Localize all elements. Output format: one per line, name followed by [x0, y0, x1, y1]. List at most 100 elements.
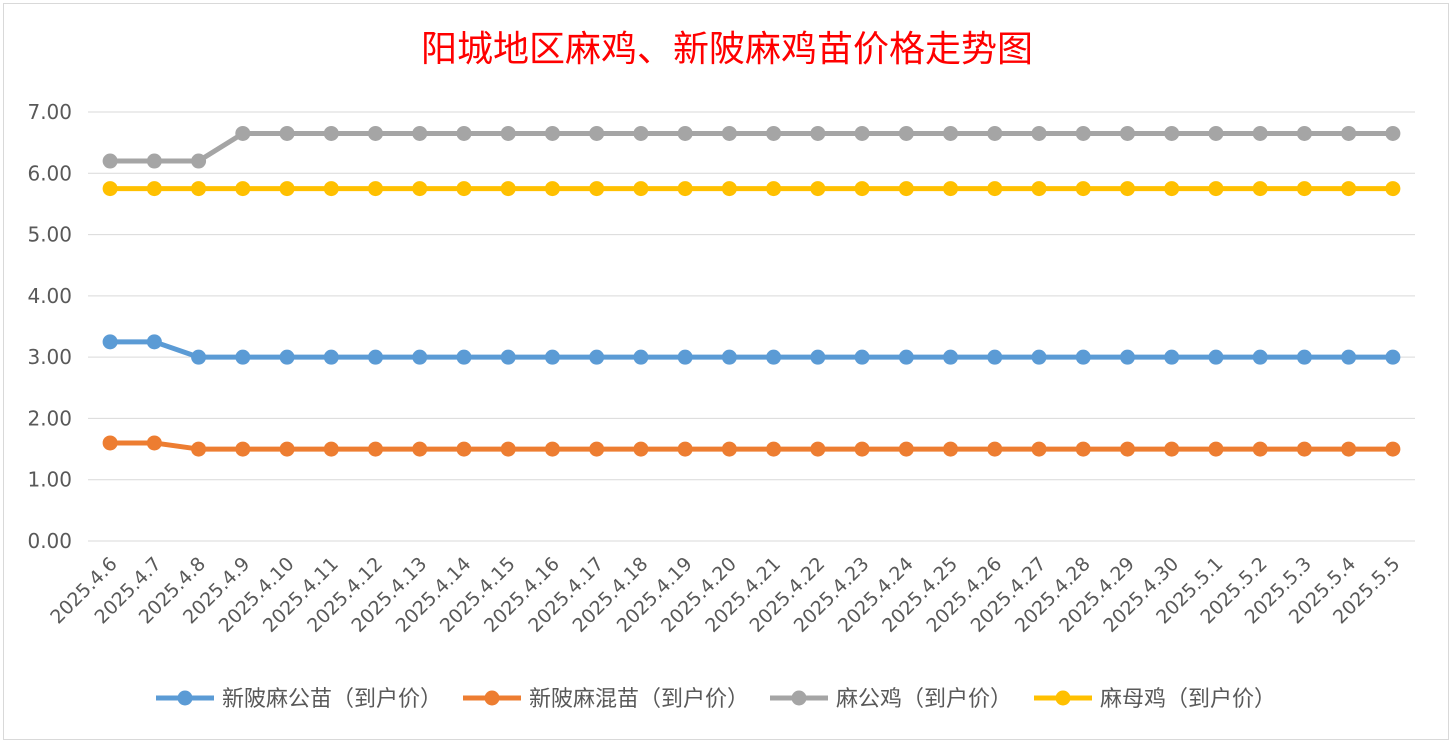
x-axis-ticks: 2025.4.62025.4.72025.4.82025.4.92025.4.1…: [46, 553, 1404, 637]
data-point: [987, 181, 1003, 197]
data-point: [191, 153, 207, 169]
data-point: [1075, 349, 1091, 365]
data-point: [544, 349, 560, 365]
data-point: [279, 441, 295, 457]
data-point: [1208, 441, 1224, 457]
data-point: [943, 349, 959, 365]
data-point: [412, 181, 428, 197]
data-point: [102, 153, 118, 169]
data-point: [677, 349, 693, 365]
y-tick-label: 1.00: [27, 468, 72, 492]
data-point: [1031, 181, 1047, 197]
data-point: [1296, 125, 1312, 141]
legend-swatch-marker: [1055, 690, 1071, 706]
data-point: [1164, 441, 1180, 457]
legend-swatch-marker: [791, 690, 807, 706]
data-point: [810, 349, 826, 365]
data-point: [544, 125, 560, 141]
data-point: [1341, 125, 1357, 141]
data-point: [102, 181, 118, 197]
data-point: [1119, 125, 1135, 141]
data-point: [987, 349, 1003, 365]
data-point: [102, 334, 118, 350]
data-point: [1296, 349, 1312, 365]
data-point: [323, 125, 339, 141]
data-point: [633, 349, 649, 365]
y-tick-label: 3.00: [27, 345, 72, 369]
data-point: [1341, 349, 1357, 365]
data-point: [1119, 441, 1135, 457]
data-point: [633, 181, 649, 197]
data-point: [1252, 441, 1268, 457]
data-point: [1385, 181, 1401, 197]
data-point: [500, 349, 516, 365]
data-point: [456, 441, 472, 457]
data-point: [810, 181, 826, 197]
data-point: [1164, 181, 1180, 197]
data-point: [500, 125, 516, 141]
data-point: [721, 181, 737, 197]
chart-title: 阳城地区麻鸡、新陂麻鸡苗价格走势图: [420, 29, 1033, 70]
data-point: [943, 181, 959, 197]
data-point: [589, 125, 605, 141]
legend-label: 新陂麻混苗（到户价）: [529, 687, 749, 712]
data-point: [766, 181, 782, 197]
y-axis-ticks: 0.00 1.00 2.00 3.00 4.00 5.00 6.00 7.00: [27, 100, 72, 553]
data-point: [368, 349, 384, 365]
chart-frame: [3, 3, 1449, 740]
data-point: [544, 441, 560, 457]
data-point: [1385, 441, 1401, 457]
data-point: [1341, 181, 1357, 197]
data-point: [1031, 441, 1047, 457]
data-point: [766, 441, 782, 457]
data-point: [898, 349, 914, 365]
data-point: [235, 441, 251, 457]
series-line: [110, 440, 1393, 452]
y-tick-label: 4.00: [27, 284, 72, 308]
data-point: [854, 181, 870, 197]
data-point: [323, 441, 339, 457]
series-line: [110, 130, 1393, 164]
data-point: [323, 181, 339, 197]
data-point: [810, 125, 826, 141]
data-point: [412, 349, 428, 365]
data-point: [1252, 349, 1268, 365]
data-point: [943, 125, 959, 141]
data-point: [368, 125, 384, 141]
legend-label: 麻公鸡（到户价）: [836, 687, 1012, 712]
data-point: [1296, 441, 1312, 457]
data-point: [146, 181, 162, 197]
legend-label: 麻母鸡（到户价）: [1100, 687, 1276, 712]
gridlines: [88, 111, 1415, 542]
data-point: [235, 181, 251, 197]
data-point: [854, 441, 870, 457]
data-point: [456, 125, 472, 141]
data-point: [854, 125, 870, 141]
data-point: [1252, 125, 1268, 141]
data-point: [1075, 441, 1091, 457]
data-point: [235, 125, 251, 141]
data-point: [102, 435, 118, 451]
data-point: [191, 181, 207, 197]
data-point: [146, 435, 162, 451]
data-point: [1208, 125, 1224, 141]
data-point: [456, 349, 472, 365]
data-point: [1208, 349, 1224, 365]
data-point: [943, 441, 959, 457]
data-point: [987, 441, 1003, 457]
legend-label: 新陂麻公苗（到户价）: [222, 687, 442, 712]
data-point: [721, 441, 737, 457]
data-point: [235, 349, 251, 365]
legend-swatch-marker: [177, 690, 193, 706]
data-point: [1075, 125, 1091, 141]
series-lines: [102, 125, 1401, 457]
data-point: [1164, 349, 1180, 365]
data-point: [854, 349, 870, 365]
data-point: [721, 349, 737, 365]
data-point: [500, 441, 516, 457]
data-point: [544, 181, 560, 197]
data-point: [279, 349, 295, 365]
data-point: [633, 441, 649, 457]
data-point: [766, 125, 782, 141]
